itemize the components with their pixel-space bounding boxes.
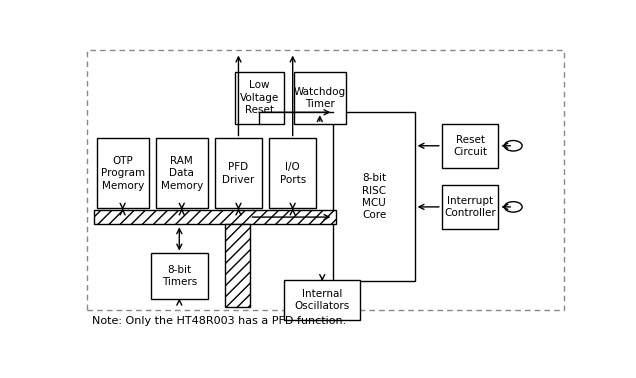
- Text: Internal
Oscillators: Internal Oscillators: [294, 289, 350, 311]
- Bar: [94, 210, 336, 225]
- Text: 8-bit
Timers: 8-bit Timers: [162, 265, 197, 287]
- Bar: [97, 138, 149, 208]
- Bar: [442, 124, 499, 167]
- Bar: [87, 50, 564, 310]
- Text: Reset
Circuit: Reset Circuit: [453, 135, 487, 157]
- Text: PFD
Driver: PFD Driver: [223, 162, 254, 184]
- Bar: [235, 71, 284, 124]
- Text: Low
Voltage
Reset: Low Voltage Reset: [240, 81, 279, 115]
- Bar: [269, 138, 316, 208]
- Text: Watchdog
Timer: Watchdog Timer: [294, 87, 346, 109]
- Text: RAM
Data
Memory: RAM Data Memory: [161, 156, 203, 191]
- Bar: [215, 138, 262, 208]
- Bar: [156, 138, 207, 208]
- Text: Interrupt
Controller: Interrupt Controller: [445, 196, 496, 218]
- Text: Note: Only the HT48R003 has a PFD function.: Note: Only the HT48R003 has a PFD functi…: [92, 316, 346, 326]
- Text: OTP
Program
Memory: OTP Program Memory: [100, 156, 145, 191]
- Bar: [151, 254, 207, 299]
- Text: 8-bit
RISC
MCU
Core: 8-bit RISC MCU Core: [362, 173, 386, 220]
- Bar: [333, 112, 415, 281]
- Bar: [294, 71, 346, 124]
- Text: I/O
Ports: I/O Ports: [280, 162, 306, 184]
- Bar: [442, 185, 499, 229]
- Bar: [225, 225, 249, 307]
- Bar: [284, 280, 361, 321]
